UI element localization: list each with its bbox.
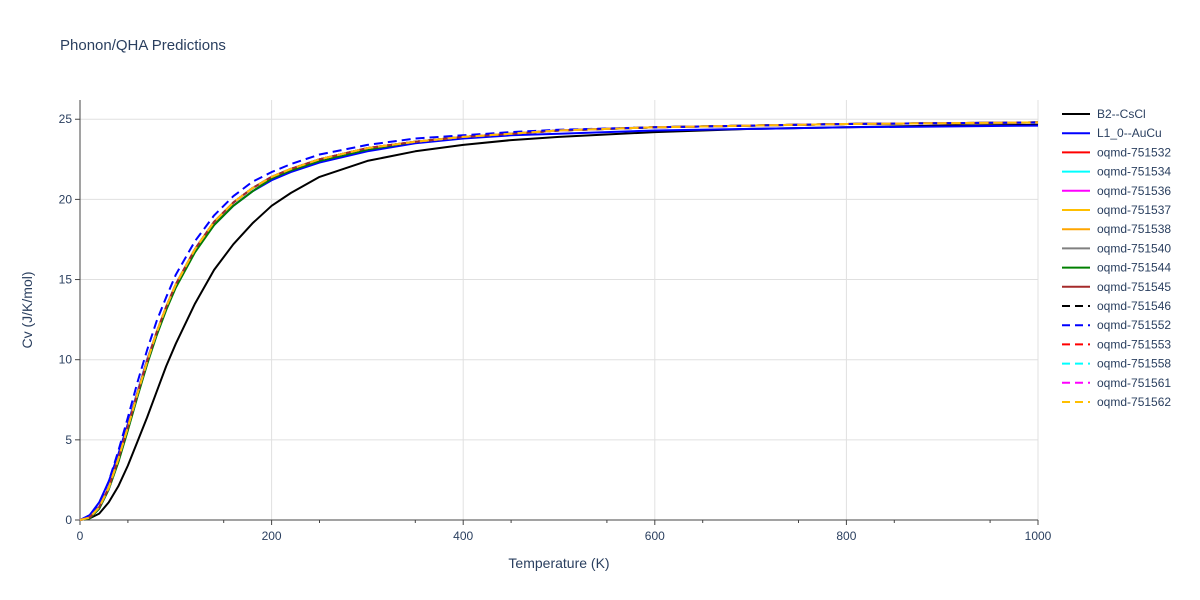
legend-item-oqmd-751546[interactable]: oqmd-751546 — [1062, 299, 1171, 313]
legend-item-oqmd-751545[interactable]: oqmd-751545 — [1062, 280, 1171, 294]
legend-label: oqmd-751537 — [1097, 203, 1171, 217]
legend-label: oqmd-751532 — [1097, 145, 1171, 159]
legend-item-oqmd-751534[interactable]: oqmd-751534 — [1062, 165, 1171, 179]
x-tick-label: 1000 — [1025, 529, 1052, 543]
series-lines — [79, 121, 1039, 521]
legend-item-B2--CsCl[interactable]: B2--CsCl — [1062, 107, 1146, 121]
y-tick-label: 25 — [59, 112, 73, 126]
legend-label: oqmd-751544 — [1097, 261, 1171, 275]
legend-label: oqmd-751536 — [1097, 184, 1171, 198]
y-tick-label: 0 — [65, 513, 72, 527]
legend-item-oqmd-751561[interactable]: oqmd-751561 — [1062, 376, 1171, 390]
legend-label: oqmd-751561 — [1097, 376, 1171, 390]
legend-item-oqmd-751540[interactable]: oqmd-751540 — [1062, 241, 1171, 255]
series-line-oqmd-751552 — [79, 121, 1039, 521]
legend-label: oqmd-751552 — [1097, 318, 1171, 332]
x-tick-label: 400 — [453, 529, 473, 543]
x-axis-title: Temperature (K) — [508, 555, 609, 571]
legend-item-oqmd-751552[interactable]: oqmd-751552 — [1062, 318, 1171, 332]
series-line-oqmd-751562 — [79, 121, 1039, 521]
legend[interactable]: B2--CsCl L1_0--AuCu oqmd-751532 oqmd-751534… — [1062, 107, 1171, 409]
legend-item-oqmd-751562[interactable]: oqmd-751562 — [1062, 395, 1171, 409]
legend-label: oqmd-751538 — [1097, 222, 1171, 236]
legend-item-oqmd-751536[interactable]: oqmd-751536 — [1062, 184, 1171, 198]
x-tick-label: 200 — [262, 529, 282, 543]
chart-title: Phonon/QHA Predictions — [60, 37, 226, 54]
x-tick-label: 0 — [77, 529, 84, 543]
series-line-B2--CsCl — [79, 123, 1039, 521]
y-tick-label: 10 — [59, 353, 73, 367]
legend-label: oqmd-751558 — [1097, 357, 1171, 371]
legend-label: B2--CsCl — [1097, 107, 1146, 121]
axes: 0 200 400 600 800 1000 0 5 10 15 20 25 — [59, 100, 1052, 543]
legend-label: oqmd-751534 — [1097, 165, 1171, 179]
legend-item-oqmd-751558[interactable]: oqmd-751558 — [1062, 357, 1171, 371]
x-tick-label: 800 — [836, 529, 856, 543]
legend-label: L1_0--AuCu — [1097, 126, 1162, 140]
legend-label: oqmd-751546 — [1097, 299, 1171, 313]
legend-item-L1_0--AuCu[interactable]: L1_0--AuCu — [1062, 126, 1162, 140]
legend-item-oqmd-751537[interactable]: oqmd-751537 — [1062, 203, 1171, 217]
y-tick-label: 15 — [59, 273, 73, 287]
legend-label: oqmd-751553 — [1097, 337, 1171, 351]
y-tick-label: 5 — [65, 433, 72, 447]
legend-item-oqmd-751553[interactable]: oqmd-751553 — [1062, 337, 1171, 351]
legend-label: oqmd-751540 — [1097, 241, 1171, 255]
legend-label: oqmd-751545 — [1097, 280, 1171, 294]
y-axis-title: Cv (J/K/mol) — [19, 272, 35, 349]
y-tick-label: 20 — [59, 192, 73, 206]
legend-item-oqmd-751538[interactable]: oqmd-751538 — [1062, 222, 1171, 236]
legend-item-oqmd-751544[interactable]: oqmd-751544 — [1062, 261, 1171, 275]
legend-item-oqmd-751532[interactable]: oqmd-751532 — [1062, 145, 1171, 159]
legend-label: oqmd-751562 — [1097, 395, 1171, 409]
grid-lines — [80, 100, 1039, 520]
x-tick-label: 600 — [645, 529, 665, 543]
